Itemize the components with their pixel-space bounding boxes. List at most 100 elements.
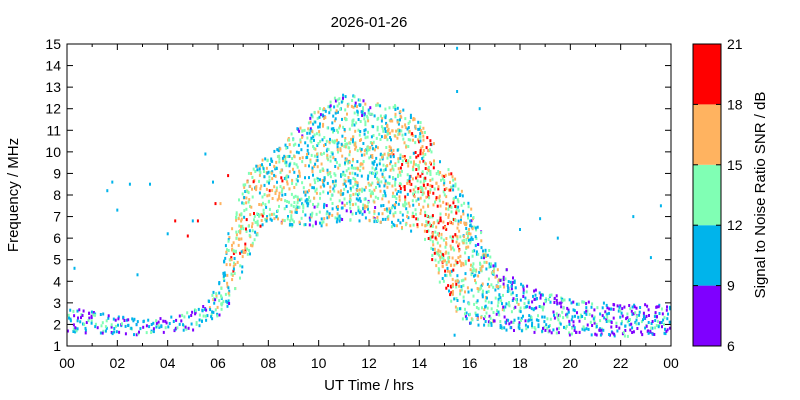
snr-point (424, 186, 427, 190)
snr-point (242, 251, 245, 255)
snr-point (304, 193, 307, 197)
snr-point (357, 207, 360, 211)
snr-point (590, 305, 593, 309)
snr-point (389, 146, 392, 150)
snr-point (389, 168, 392, 172)
snr-point (490, 283, 493, 287)
snr-point (323, 184, 326, 188)
snr-point (535, 306, 538, 310)
snr-point (629, 328, 632, 332)
snr-point (464, 307, 466, 311)
snr-point (436, 241, 439, 245)
snr-point (353, 95, 356, 99)
snr-point (442, 177, 444, 181)
snr-point (90, 321, 93, 325)
snr-point (408, 177, 411, 181)
snr-point (82, 322, 84, 326)
snr-point (475, 313, 478, 317)
snr-point (566, 306, 569, 310)
snr-point (246, 180, 249, 184)
snr-point (298, 156, 301, 160)
snr-point (450, 285, 453, 289)
snr-point (258, 213, 261, 217)
x-tick-label: 12 (361, 355, 377, 371)
snr-point (421, 171, 424, 175)
snr-point (361, 114, 364, 117)
snr-point (395, 197, 398, 201)
snr-point (359, 120, 362, 123)
snr-point (235, 211, 238, 215)
snr-point (249, 252, 251, 256)
snr-point (265, 219, 268, 223)
snr-point (398, 129, 401, 133)
snr-point (325, 149, 328, 153)
snr-point (361, 212, 364, 216)
snr-point (422, 159, 425, 163)
snr-point (241, 270, 244, 274)
snr-point (368, 218, 371, 222)
snr-point (381, 157, 384, 161)
snr-point (231, 227, 234, 231)
snr-point (306, 204, 309, 208)
snr-point (260, 213, 263, 217)
snr-point (345, 142, 348, 146)
snr-point (376, 176, 379, 180)
snr-point (447, 215, 450, 219)
snr-point (411, 132, 414, 136)
snr-point (320, 162, 323, 166)
snr-point (539, 293, 542, 297)
snr-point (411, 133, 414, 137)
snr-point (334, 99, 337, 103)
snr-point (283, 219, 286, 223)
snr-outlier-point (73, 266, 76, 270)
snr-point (290, 217, 293, 220)
snr-point (502, 305, 505, 309)
snr-point (467, 216, 470, 220)
snr-point (268, 193, 271, 197)
snr-point (304, 223, 307, 227)
snr-point (288, 162, 291, 166)
snr-point (261, 163, 263, 167)
snr-point (338, 219, 341, 223)
snr-point (443, 188, 446, 192)
snr-outlier-point (111, 180, 114, 184)
snr-point (385, 207, 388, 211)
snr-point (301, 160, 304, 164)
snr-point (331, 207, 334, 211)
snr-point (125, 318, 128, 322)
snr-point (550, 331, 553, 335)
snr-point (363, 153, 366, 157)
snr-point (312, 145, 315, 149)
snr-point (387, 200, 390, 204)
snr-point (533, 289, 536, 293)
snr-point (364, 216, 367, 220)
snr-point (566, 312, 569, 316)
snr-point (455, 309, 458, 313)
snr-point (456, 226, 459, 230)
snr-point (198, 318, 201, 322)
snr-point (409, 138, 412, 142)
snr-point (451, 239, 454, 243)
snr-point (414, 151, 417, 154)
snr-point (359, 147, 362, 151)
snr-point (610, 325, 613, 329)
snr-point (467, 256, 470, 260)
snr-point (442, 200, 445, 204)
snr-point (384, 217, 387, 221)
snr-point (175, 318, 178, 322)
snr-point (273, 173, 276, 177)
snr-point (261, 214, 264, 218)
snr-point (428, 215, 431, 219)
snr-point (570, 301, 573, 305)
colorbar-bands (693, 44, 721, 346)
snr-point (477, 252, 480, 256)
snr-point (510, 320, 513, 324)
snr-point (376, 125, 379, 129)
snr-point (417, 187, 420, 191)
snr-point (373, 220, 376, 224)
snr-point (352, 94, 355, 98)
snr-point (585, 327, 588, 331)
snr-point (389, 162, 391, 166)
snr-point (312, 203, 314, 206)
